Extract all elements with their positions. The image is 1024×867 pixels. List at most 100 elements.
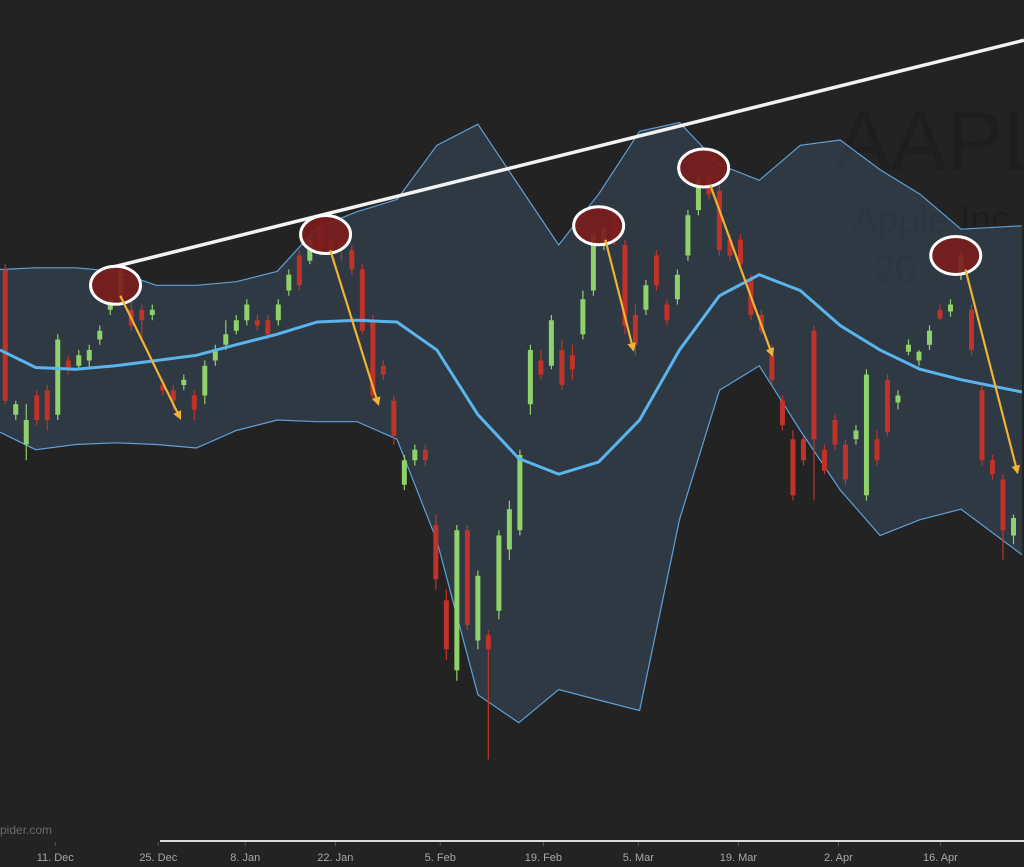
trendline (109, 38, 1024, 270)
x-tick-label: 25. Dec (139, 852, 177, 864)
candle-body (538, 360, 544, 375)
candle-body (800, 439, 806, 461)
candle-body (254, 320, 260, 326)
candle-body (884, 379, 890, 433)
candle-body (811, 330, 817, 440)
candle-body (275, 304, 281, 321)
candle-body (44, 390, 50, 420)
candle-body (380, 365, 386, 375)
candle-body (412, 449, 418, 461)
candle-body (664, 304, 670, 321)
candle-body (968, 309, 974, 350)
candle-body (695, 180, 701, 210)
candle-body (286, 274, 292, 291)
candle-body (265, 320, 271, 335)
candle-body (832, 420, 838, 445)
candle-body (989, 460, 995, 475)
candle-body (874, 439, 880, 461)
credits: pider.com (0, 823, 52, 837)
candle-body (527, 350, 533, 405)
highlight-circle (929, 235, 983, 276)
candle-body (160, 385, 166, 391)
arrow (709, 185, 775, 357)
candle-body (86, 350, 92, 361)
candle-body (643, 285, 649, 310)
candle-body (181, 379, 187, 385)
candle-body (223, 334, 229, 345)
x-tick-label: 2. Apr (824, 852, 853, 864)
band-middle (0, 273, 1023, 476)
candle-body (212, 350, 218, 361)
candle-body (727, 239, 733, 256)
candle-body (517, 455, 523, 531)
x-tick-label: 22. Jan (317, 852, 353, 864)
candle-body (905, 344, 911, 352)
candle-body (653, 255, 659, 286)
candle-body (716, 190, 722, 251)
candle-body (454, 530, 460, 671)
candle-body (370, 320, 376, 396)
candle-body (475, 575, 481, 641)
x-tick-label: 8. Jan (230, 852, 260, 864)
x-tick-label: 11. Dec (37, 852, 75, 864)
candle-body (464, 530, 470, 625)
highlight-circle (299, 214, 353, 255)
candle-body (296, 255, 302, 286)
watermark-caption: 20 (874, 249, 916, 291)
candle-body (97, 330, 103, 340)
candle-body (821, 449, 827, 471)
candle-body (863, 374, 869, 496)
candle-body (233, 320, 239, 331)
candle-body (422, 449, 428, 461)
candle-body (139, 309, 145, 321)
candle-body (496, 535, 502, 611)
candle-body (23, 420, 29, 445)
candle-body (916, 351, 922, 361)
x-tick-label: 19. Feb (525, 852, 562, 864)
arrow (964, 269, 1021, 475)
candle-body (842, 444, 848, 480)
candle-body (149, 309, 155, 315)
candle-body (895, 395, 901, 403)
x-tick-label: 5. Mar (623, 852, 655, 864)
candle-body (13, 404, 19, 415)
candle-body (433, 525, 439, 580)
x-tick-label: 5. Feb (425, 852, 456, 864)
candle-body (947, 304, 953, 312)
candle-body (401, 460, 407, 485)
candle-body (485, 635, 491, 650)
candle-body (737, 239, 743, 265)
highlight-circle (572, 205, 626, 247)
candle-body (202, 365, 208, 396)
band-upper (0, 121, 1022, 286)
candle-body (926, 330, 932, 345)
watermark-subtitle: Apple Inc (852, 199, 1010, 241)
candle-body (1010, 518, 1016, 536)
arrow (329, 249, 381, 406)
candle-body (170, 390, 176, 401)
candle-body (349, 250, 355, 270)
candle-body (548, 320, 554, 366)
candle-body (632, 315, 638, 345)
candle-body (580, 299, 586, 335)
candle-body (622, 245, 628, 326)
x-tick-label: 19. Mar (720, 852, 758, 864)
candle-body (65, 360, 71, 370)
candle-body (191, 395, 197, 410)
highlight-circle (89, 264, 143, 306)
x-tick-label: 16. Apr (923, 852, 958, 864)
candle-body (559, 350, 565, 385)
candle-body (979, 390, 985, 461)
candle-body (359, 269, 365, 331)
candle-body (1000, 479, 1006, 531)
candle-body (443, 600, 449, 650)
candle-body (937, 309, 943, 319)
candle-body (76, 355, 82, 366)
candle-body (569, 355, 575, 370)
candle-body (790, 439, 796, 496)
candle-body (769, 355, 775, 380)
band-area (0, 122, 1022, 723)
candle-body (853, 430, 859, 440)
